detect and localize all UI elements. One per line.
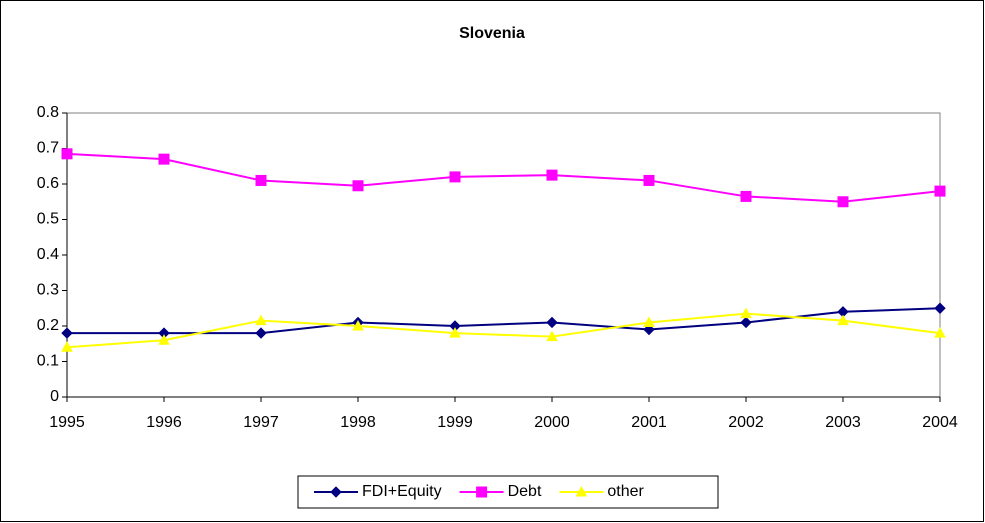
y-tick-label: 0.3 [37,282,59,299]
marker [352,319,364,331]
marker [740,307,752,319]
x-tick-label: 2001 [631,414,667,431]
y-tick-label: 0.4 [37,246,59,263]
x-tick-label: 1995 [49,414,85,431]
series-line [66,152,941,203]
marker [546,316,558,329]
x-tick-label: 2000 [534,414,570,431]
marker [546,330,558,342]
marker [643,316,655,327]
y-tick-label: 0.7 [37,140,59,157]
marker [158,153,170,165]
x-tick-label: 2002 [728,414,764,431]
marker [61,327,73,339]
marker [449,171,461,183]
marker [643,323,655,336]
marker [934,185,946,197]
marker [255,174,267,186]
x-tick-label: 1997 [243,414,279,431]
legend-label: Debt [508,483,542,500]
marker [352,180,364,192]
marker [837,196,849,208]
series-line [66,312,941,349]
marker [740,190,752,202]
marker [158,334,170,345]
legend-label: other [607,483,644,500]
marker [934,302,946,314]
marker [61,148,73,160]
y-tick-label: 0.6 [37,175,59,192]
legend-label: FDI+Equity [362,483,442,500]
marker [449,327,461,338]
marker [476,486,488,498]
marker [61,341,73,352]
y-tick-label: 0.8 [37,104,59,121]
y-tick-label: 0 [50,388,59,405]
legend-box [297,475,719,509]
marker [330,486,342,498]
y-tick-label: 0.5 [37,211,59,228]
x-tick-label: 1999 [437,414,473,431]
marker [575,485,588,497]
y-tick-label: 0.1 [37,353,59,370]
chart-title: Slovenia [459,25,525,42]
marker [255,327,267,339]
x-tick-label: 2004 [922,414,958,431]
x-tick-label: 2003 [825,414,861,431]
x-tick-label: 1998 [340,414,376,431]
marker [934,327,946,338]
marker [255,314,267,326]
marker [837,314,849,326]
y-tick-label: 0.2 [37,317,59,334]
x-tick-label: 1996 [146,414,182,431]
marker [740,316,752,329]
marker [643,174,655,186]
marker [546,169,558,181]
